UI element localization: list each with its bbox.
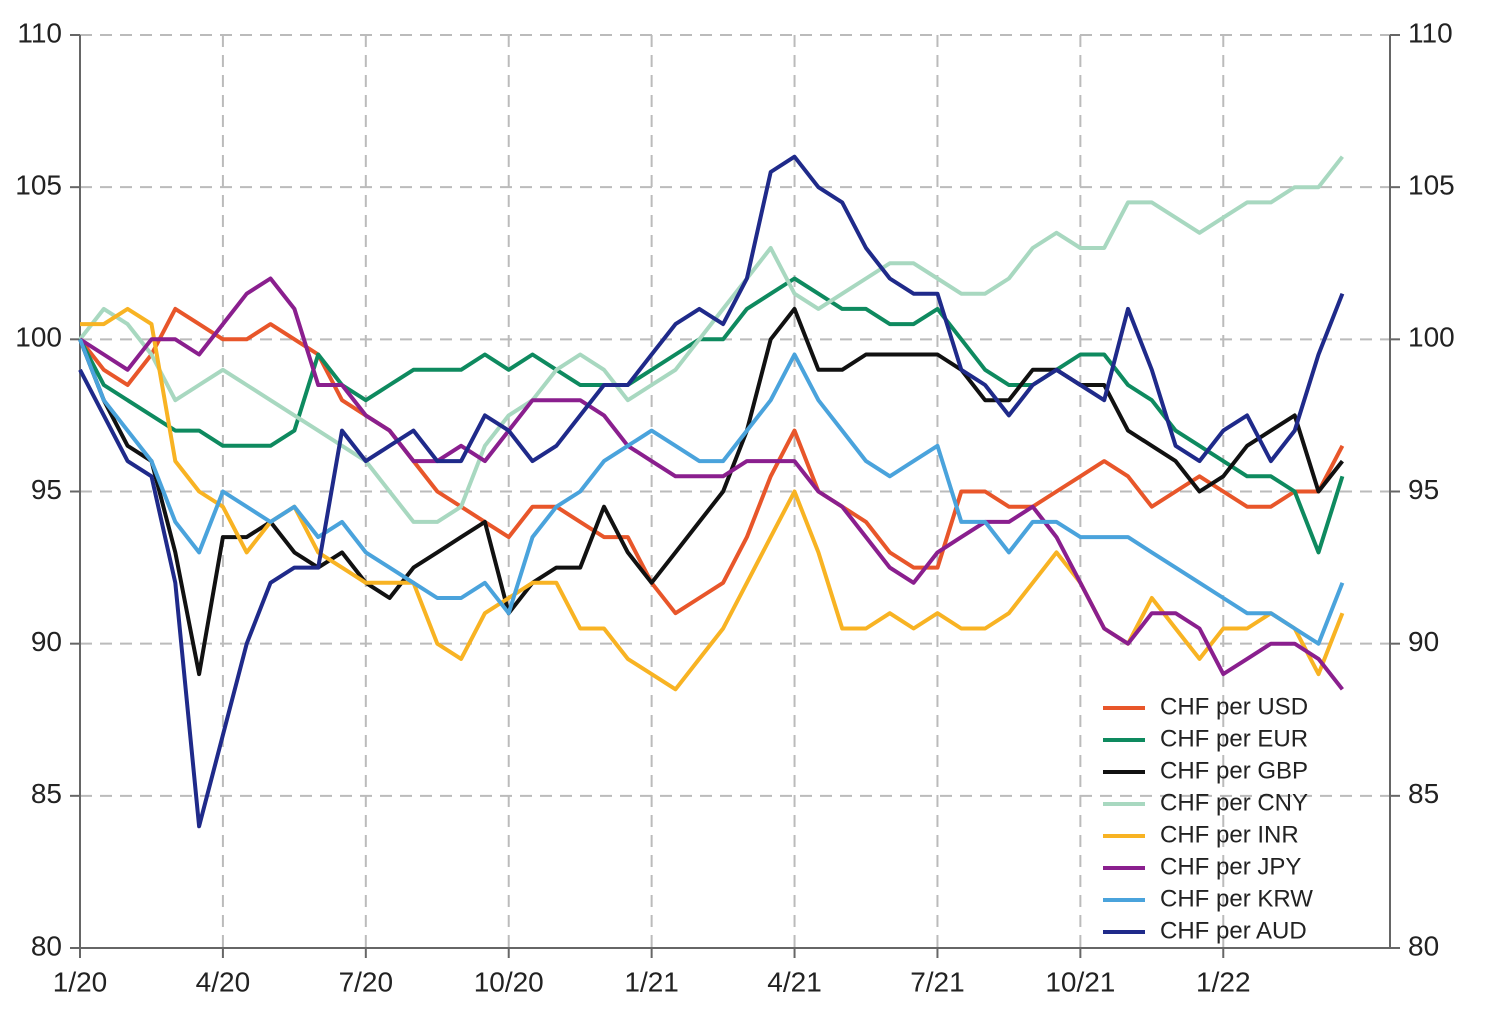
legend-label: CHF per INR bbox=[1160, 821, 1299, 848]
legend-label: CHF per JPY bbox=[1160, 853, 1301, 880]
series-line bbox=[78, 338, 1345, 646]
x-tick-label: 1/20 bbox=[53, 966, 108, 997]
legend-label: CHF per USD bbox=[1160, 693, 1308, 720]
legend-label: CHF per CNY bbox=[1160, 789, 1308, 816]
series-line bbox=[78, 276, 1344, 691]
y2-tick-label: 90 bbox=[1408, 626, 1439, 657]
legend-label: CHF per KRW bbox=[1160, 885, 1313, 912]
x-tick-label: 10/21 bbox=[1045, 966, 1115, 997]
y-tick-label: 100 bbox=[15, 322, 62, 353]
y2-tick-label: 85 bbox=[1408, 778, 1439, 809]
y-tick-label: 90 bbox=[31, 626, 62, 657]
y2-tick-label: 80 bbox=[1408, 930, 1439, 961]
y-tick-label: 85 bbox=[31, 778, 62, 809]
x-tick-label: 1/22 bbox=[1196, 966, 1251, 997]
legend-label: CHF per GBP bbox=[1160, 757, 1308, 784]
series-line bbox=[78, 155, 1344, 524]
y-tick-label: 110 bbox=[17, 17, 62, 48]
x-tick-label: 7/21 bbox=[910, 966, 965, 997]
legend-label: CHF per AUD bbox=[1160, 917, 1307, 944]
y2-tick-label: 110 bbox=[1408, 17, 1453, 48]
y2-tick-label: 95 bbox=[1408, 474, 1439, 505]
y-tick-label: 80 bbox=[31, 930, 62, 961]
x-tick-label: 4/21 bbox=[767, 966, 822, 997]
x-tick-label: 4/20 bbox=[196, 966, 251, 997]
x-tick-label: 10/20 bbox=[474, 966, 544, 997]
x-tick-label: 7/20 bbox=[339, 966, 394, 997]
y-tick-label: 105 bbox=[15, 170, 62, 201]
x-tick-label: 1/21 bbox=[624, 966, 679, 997]
series-line bbox=[78, 154, 1345, 829]
series-line bbox=[78, 276, 1345, 555]
series-line bbox=[80, 306, 1345, 692]
series-line bbox=[78, 306, 1345, 616]
series-line bbox=[78, 306, 1344, 677]
y2-tick-label: 100 bbox=[1408, 322, 1455, 353]
y-tick-label: 95 bbox=[31, 474, 62, 505]
legend-label: CHF per EUR bbox=[1160, 725, 1308, 752]
y2-tick-label: 105 bbox=[1408, 170, 1455, 201]
